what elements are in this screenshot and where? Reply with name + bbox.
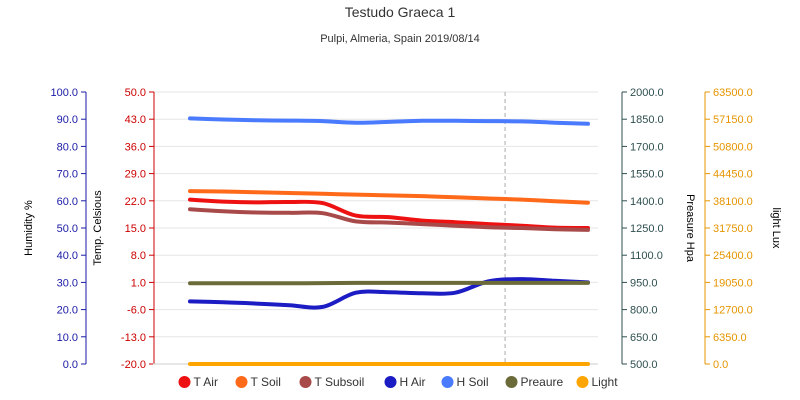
chart-subtitle: Pulpi, Almeria, Spain 2019/08/14	[320, 33, 480, 45]
tick-label: 1100.0	[630, 250, 663, 262]
tick-label: 22.0	[125, 196, 146, 208]
legend-item-preaure: Preaure	[505, 375, 564, 389]
tick-label: 29.0	[125, 169, 146, 181]
tick-label: 2000.0	[630, 87, 664, 99]
tick-label: 1400.0	[630, 196, 664, 208]
tick-label: 50800.0	[713, 141, 753, 153]
axis-temp: -20.0 -13.0 -6.0 1.0 8.0 15.0 22.0 29.0 36.0 43.0…	[92, 87, 155, 371]
tick-label: 30.0	[57, 277, 78, 289]
tick-label: 650.0	[630, 332, 658, 344]
tick-label: 1.0	[131, 277, 146, 289]
tick-label: 950.0	[630, 277, 658, 289]
tick-label: 100.0	[50, 87, 78, 99]
tick-label: 44450.0	[713, 169, 753, 181]
tick-label: 1550.0	[630, 169, 664, 181]
axis-light: 0.0 6350.0 12700.0 19050.0 25400.0 31750.0 381…	[704, 87, 782, 371]
tick-label: 0.0	[713, 359, 728, 371]
legend-item-h-air: H Air	[384, 375, 426, 389]
axis-pressure: 500.0 650.0 800.0 950.0 1100.0 1250.0 1400.0 15…	[621, 87, 696, 371]
tick-label: 25400.0	[713, 250, 753, 262]
tick-label: -13.0	[121, 332, 146, 344]
legend-marker	[178, 376, 191, 388]
legend-marker	[505, 376, 518, 388]
tick-label: 50.0	[125, 87, 146, 99]
tick-label: 90.0	[57, 114, 78, 126]
tick-label: 57150.0	[713, 114, 753, 126]
tick-label: 40.0	[57, 250, 78, 262]
legend-item-t-subsoil: T Subsoil	[299, 375, 365, 389]
tick-label: 15.0	[125, 223, 146, 235]
legend-marker	[441, 376, 454, 388]
axis-humidity: 0.0 10.0 20.0 30.0 40.0 50.0 60.0 70.0 80.0 90.0 1…	[23, 87, 87, 371]
tick-label: 43.0	[125, 114, 146, 126]
tick-label: 12700.0	[713, 305, 753, 317]
tick-label: 63500.0	[713, 87, 753, 99]
series-group	[188, 116, 590, 367]
axis-title-humidity: Humidity %	[23, 200, 35, 256]
legend-marker	[299, 376, 312, 388]
series-line-h-soil	[188, 116, 590, 126]
series-line-t-soil	[188, 189, 590, 205]
legend-item-h-soil: H Soil	[441, 375, 489, 389]
tick-label: 50.0	[57, 223, 78, 235]
tick-label: 1250.0	[630, 223, 664, 235]
tick-label: 60.0	[57, 196, 78, 208]
series-line-t-air	[188, 197, 590, 230]
legend-label: T Soil	[251, 375, 281, 389]
tick-label: -6.0	[127, 305, 146, 317]
axis-title-temp: Temp. Celsious	[92, 190, 104, 266]
legend-label: Preaure	[521, 375, 564, 389]
tick-label: 1850.0	[630, 114, 664, 126]
legend: T Air T Soil T Subsoil H Air H Soil Preaure Li…	[178, 375, 619, 389]
legend-item-t-air: T Air	[178, 375, 218, 389]
tick-label: 36.0	[125, 141, 146, 153]
tick-label: 1700.0	[630, 141, 664, 153]
legend-label: T Subsoil	[315, 375, 365, 389]
tick-label: 8.0	[131, 250, 146, 262]
tick-label: 80.0	[57, 141, 78, 153]
tick-label: 800.0	[630, 305, 658, 317]
tick-label: 0.0	[63, 359, 78, 371]
tick-label: 10.0	[57, 332, 78, 344]
legend-label: T Air	[194, 375, 218, 389]
tick-label: -20.0	[121, 359, 146, 371]
series-line-h-air	[188, 277, 590, 310]
chart-title: Testudo Graeca 1	[344, 4, 456, 20]
series-line-t-subsoil	[188, 207, 590, 232]
tick-label: 6350.0	[713, 332, 747, 344]
tick-label: 38100.0	[713, 196, 753, 208]
tick-label: 500.0	[630, 359, 658, 371]
legend-item-t-soil: T Soil	[235, 375, 281, 389]
axis-title-pressure: Preasure Hpa	[684, 194, 696, 263]
tick-label: 20.0	[57, 305, 78, 317]
tick-label: 31750.0	[713, 223, 753, 235]
axis-title-light: light Lux	[770, 208, 782, 249]
tick-label: 70.0	[57, 169, 78, 181]
legend-marker	[235, 376, 248, 388]
legend-label: H Soil	[457, 375, 489, 389]
tick-label: 19050.0	[713, 277, 753, 289]
legend-label: Light	[592, 375, 619, 389]
legend-item-light: Light	[576, 375, 619, 389]
legend-marker	[384, 376, 397, 388]
legend-label: H Air	[400, 375, 426, 389]
legend-marker	[576, 376, 589, 388]
